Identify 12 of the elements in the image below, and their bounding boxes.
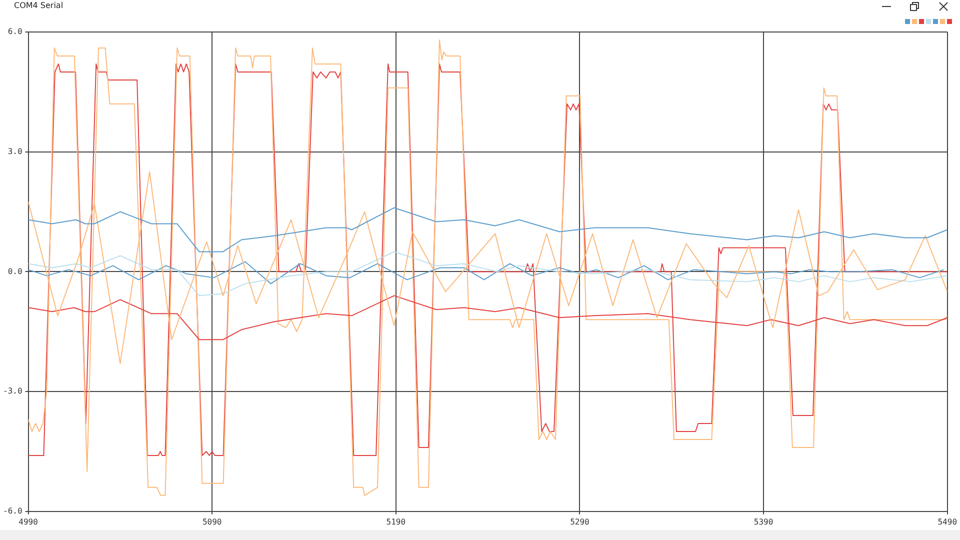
y-tick-label: 0.0 <box>8 266 22 276</box>
y-tick-label: -6.0 <box>3 506 22 516</box>
x-tick-label: 5290 <box>570 517 590 526</box>
x-tick-label: 5090 <box>202 517 222 526</box>
x-tick-label: 4990 <box>18 517 38 526</box>
x-tick-label: 5490 <box>938 517 958 526</box>
x-tick-label: 5190 <box>386 517 406 526</box>
x-tick-label: 5390 <box>754 517 774 526</box>
y-tick-label: 6.0 <box>8 27 22 36</box>
chart-title: COM4 Serial <box>14 1 64 10</box>
y-tick-label: 3.0 <box>8 146 22 156</box>
y-tick-label: -3.0 <box>3 386 22 396</box>
